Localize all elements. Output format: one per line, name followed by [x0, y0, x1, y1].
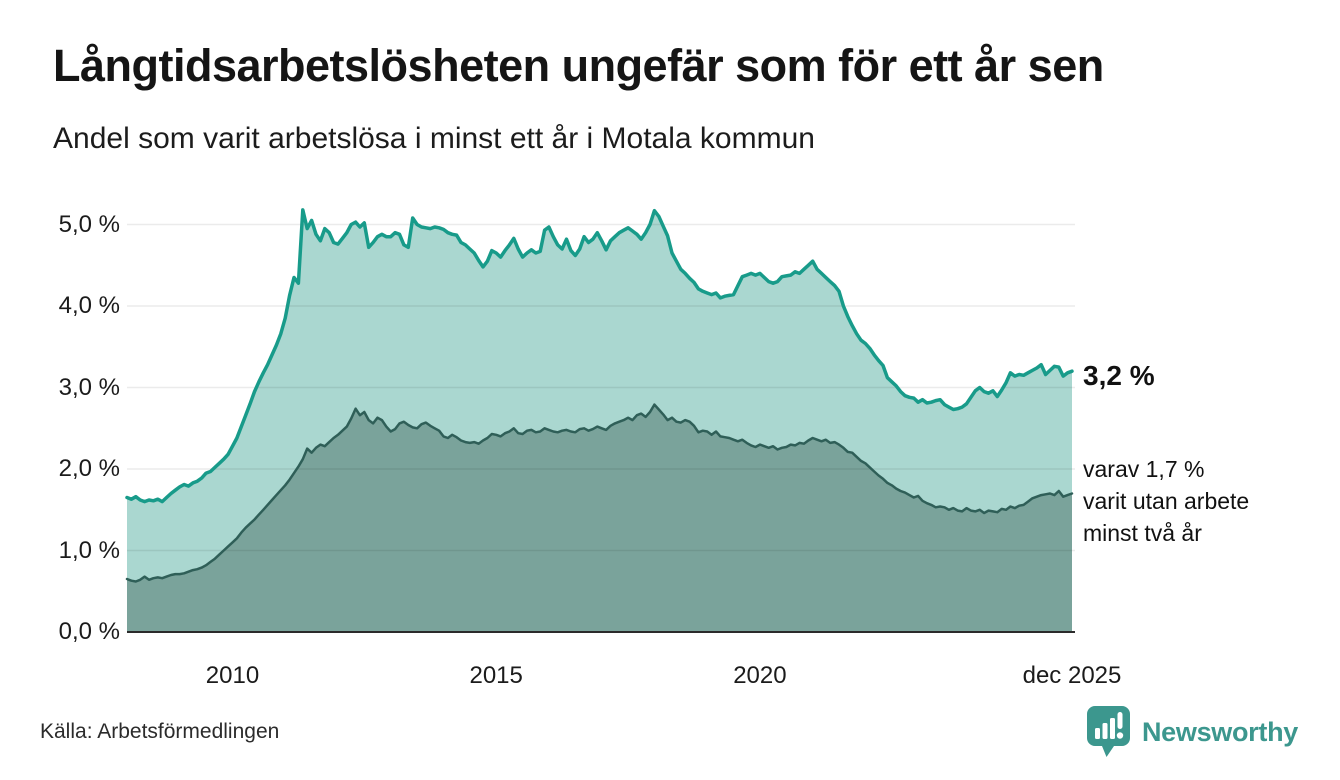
newsworthy-wordmark: Newsworthy: [1141, 716, 1298, 747]
y-tick-label: 4,0 %: [58, 292, 120, 320]
annotation-line-1: varav 1,7 %: [1083, 456, 1205, 482]
newsworthy-logo: Newsworthy: [1085, 703, 1298, 761]
source-credit: Källa: Arbetsförmedlingen: [40, 720, 280, 743]
chart-subtitle: Andel som varit arbetslösa i minst ett å…: [53, 122, 815, 155]
x-tick-label: dec 2025: [1022, 662, 1122, 689]
y-tick-label: 5,0 %: [58, 210, 120, 238]
page-title: Långtidsarbetslösheten ungefär som för e…: [53, 40, 1104, 91]
series2-line: [125, 403, 1074, 583]
y-tick-label: 2,0 %: [58, 455, 120, 482]
y-tick-label: 0,0 %: [58, 618, 120, 645]
newsworthy-bubble-icon: [1086, 706, 1130, 757]
x-tick-label: 2010: [205, 662, 260, 689]
annotation-line-2: varit utan arbete: [1083, 488, 1250, 514]
x-tick-label: 2020: [733, 662, 787, 689]
series1-line: [125, 208, 1074, 504]
annotation-line-3: minst två år: [1083, 520, 1202, 546]
y-tick-label: 1,0 %: [58, 536, 120, 564]
y-tick-label: 3,0 %: [58, 373, 120, 401]
series2-area-fill: [127, 404, 1072, 632]
series2-end-annotation: varav 1,7 % varit utan arbete minst två …: [1083, 453, 1323, 549]
series1-end-value-label: 3,2 %: [1083, 360, 1155, 391]
x-tick-label: 2015: [469, 662, 523, 689]
